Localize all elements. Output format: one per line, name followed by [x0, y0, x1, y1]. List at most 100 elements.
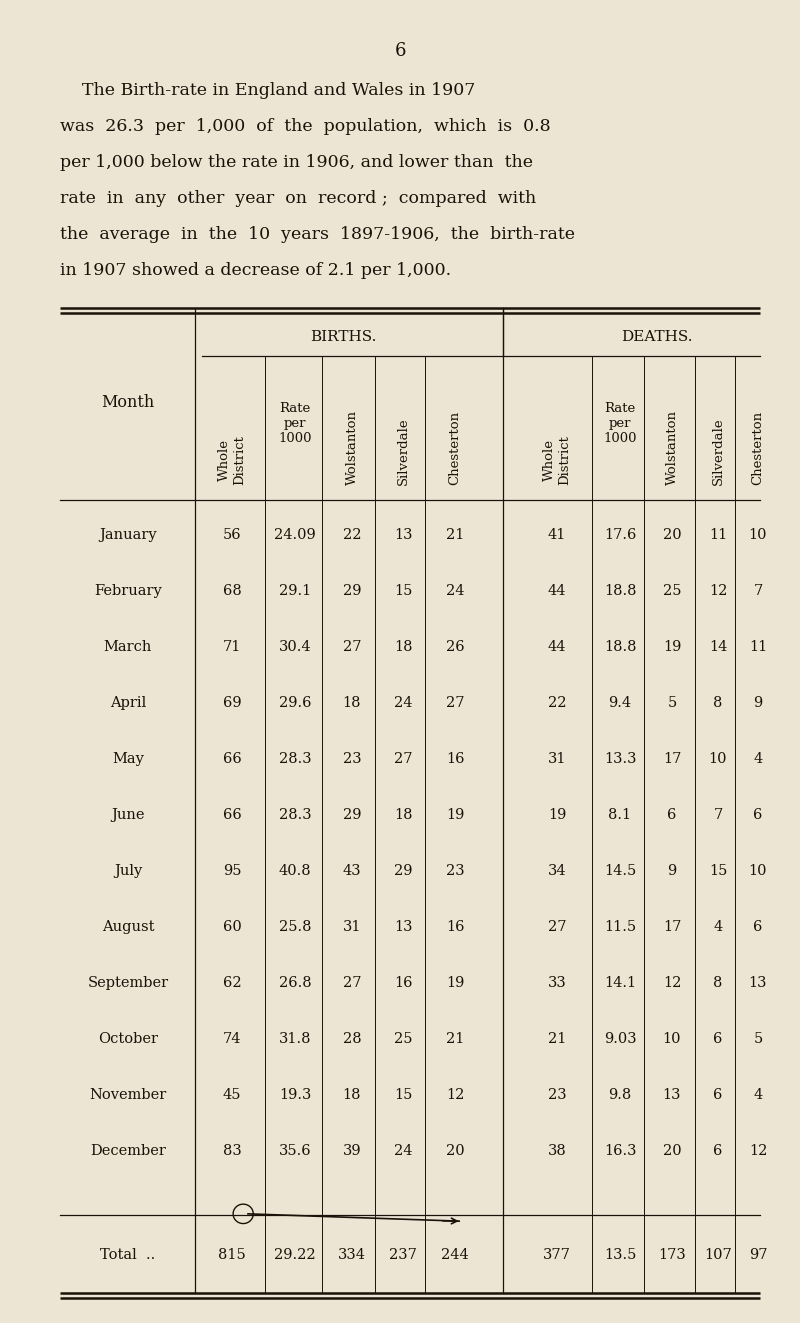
Text: 56: 56 [222, 528, 242, 542]
Text: February: February [94, 583, 162, 598]
Text: October: October [98, 1032, 158, 1046]
Text: 12: 12 [709, 583, 727, 598]
Text: Chesterton: Chesterton [751, 411, 765, 486]
Text: 18: 18 [394, 808, 412, 822]
Text: 28: 28 [342, 1032, 362, 1046]
Text: the  average  in  the  10  years  1897-1906,  the  birth-rate: the average in the 10 years 1897-1906, t… [60, 226, 575, 243]
Text: 27: 27 [394, 751, 412, 766]
Text: 23: 23 [342, 751, 362, 766]
Text: 27: 27 [342, 640, 362, 654]
Text: 39: 39 [342, 1144, 362, 1158]
Text: 6: 6 [714, 1088, 722, 1102]
Text: 29: 29 [394, 864, 412, 878]
Text: 13: 13 [394, 919, 412, 934]
Text: 24.09: 24.09 [274, 528, 316, 542]
Text: 11.5: 11.5 [604, 919, 636, 934]
Text: 15: 15 [394, 583, 412, 598]
Text: Rate
per
1000: Rate per 1000 [278, 401, 312, 445]
Text: 18: 18 [394, 640, 412, 654]
Text: 15: 15 [394, 1088, 412, 1102]
Text: 14.1: 14.1 [604, 976, 636, 990]
Text: 18: 18 [342, 696, 362, 710]
Text: 21: 21 [446, 1032, 464, 1046]
Text: 13: 13 [394, 528, 412, 542]
Text: Silverdale: Silverdale [397, 417, 410, 486]
Text: 16: 16 [446, 751, 464, 766]
Text: 44: 44 [548, 583, 566, 598]
Text: July: July [114, 864, 142, 878]
Text: 11: 11 [709, 528, 727, 542]
Text: Rate
per
1000: Rate per 1000 [603, 401, 637, 445]
Text: 62: 62 [222, 976, 242, 990]
Text: 69: 69 [222, 696, 242, 710]
Text: Whole
District: Whole District [218, 435, 246, 486]
Text: 45: 45 [222, 1088, 242, 1102]
Text: 6: 6 [667, 808, 677, 822]
Text: DEATHS.: DEATHS. [622, 329, 693, 344]
Text: 10: 10 [662, 1032, 682, 1046]
Text: March: March [104, 640, 152, 654]
Text: 20: 20 [662, 1144, 682, 1158]
Text: 8: 8 [714, 976, 722, 990]
Text: 27: 27 [548, 919, 566, 934]
Text: 23: 23 [446, 864, 464, 878]
Text: 24: 24 [394, 1144, 412, 1158]
Text: 9: 9 [667, 864, 677, 878]
Text: 68: 68 [222, 583, 242, 598]
Text: Total  ..: Total .. [100, 1248, 156, 1262]
Text: 107: 107 [704, 1248, 732, 1262]
Text: 815: 815 [218, 1248, 246, 1262]
Text: 13: 13 [749, 976, 767, 990]
Text: The Birth-rate in England and Wales in 1907: The Birth-rate in England and Wales in 1… [60, 82, 475, 99]
Text: 29.22: 29.22 [274, 1248, 316, 1262]
Text: 19: 19 [446, 976, 464, 990]
Text: 20: 20 [662, 528, 682, 542]
Text: 6: 6 [754, 808, 762, 822]
Text: 29: 29 [342, 808, 362, 822]
Text: 31.8: 31.8 [278, 1032, 311, 1046]
Text: 9.8: 9.8 [608, 1088, 632, 1102]
Text: 5: 5 [754, 1032, 762, 1046]
Text: September: September [87, 976, 169, 990]
Text: 25: 25 [662, 583, 682, 598]
Text: 21: 21 [446, 528, 464, 542]
Text: 17: 17 [663, 751, 681, 766]
Text: 21: 21 [548, 1032, 566, 1046]
Text: January: January [99, 528, 157, 542]
Text: 6: 6 [394, 42, 406, 60]
Text: 27: 27 [342, 976, 362, 990]
Text: 30.4: 30.4 [278, 640, 311, 654]
Text: 13.3: 13.3 [604, 751, 636, 766]
Text: 24: 24 [446, 583, 464, 598]
Text: 44: 44 [548, 640, 566, 654]
Text: in 1907 showed a decrease of 2.1 per 1,000.: in 1907 showed a decrease of 2.1 per 1,0… [60, 262, 451, 279]
Text: 12: 12 [446, 1088, 464, 1102]
Text: 4: 4 [714, 919, 722, 934]
Text: 17: 17 [663, 919, 681, 934]
Text: 17.6: 17.6 [604, 528, 636, 542]
Text: Wolstanton: Wolstanton [666, 410, 678, 486]
Text: Wolstanton: Wolstanton [346, 410, 358, 486]
Text: 9: 9 [754, 696, 762, 710]
Text: 16: 16 [446, 919, 464, 934]
Text: 6: 6 [714, 1032, 722, 1046]
Text: 19: 19 [446, 808, 464, 822]
Text: 41: 41 [548, 528, 566, 542]
Text: 22: 22 [342, 528, 362, 542]
Text: 9.4: 9.4 [609, 696, 631, 710]
Text: August: August [102, 919, 154, 934]
Text: 22: 22 [548, 696, 566, 710]
Text: 4: 4 [754, 751, 762, 766]
Text: 23: 23 [548, 1088, 566, 1102]
Text: 5: 5 [667, 696, 677, 710]
Text: 43: 43 [342, 864, 362, 878]
Text: 18.8: 18.8 [604, 583, 636, 598]
Text: 16.3: 16.3 [604, 1144, 636, 1158]
Text: 95: 95 [222, 864, 242, 878]
Text: 6: 6 [754, 919, 762, 934]
Text: 4: 4 [754, 1088, 762, 1102]
Text: 19: 19 [548, 808, 566, 822]
Text: 29.1: 29.1 [279, 583, 311, 598]
Text: 28.3: 28.3 [278, 808, 311, 822]
Text: BIRTHS.: BIRTHS. [310, 329, 376, 344]
